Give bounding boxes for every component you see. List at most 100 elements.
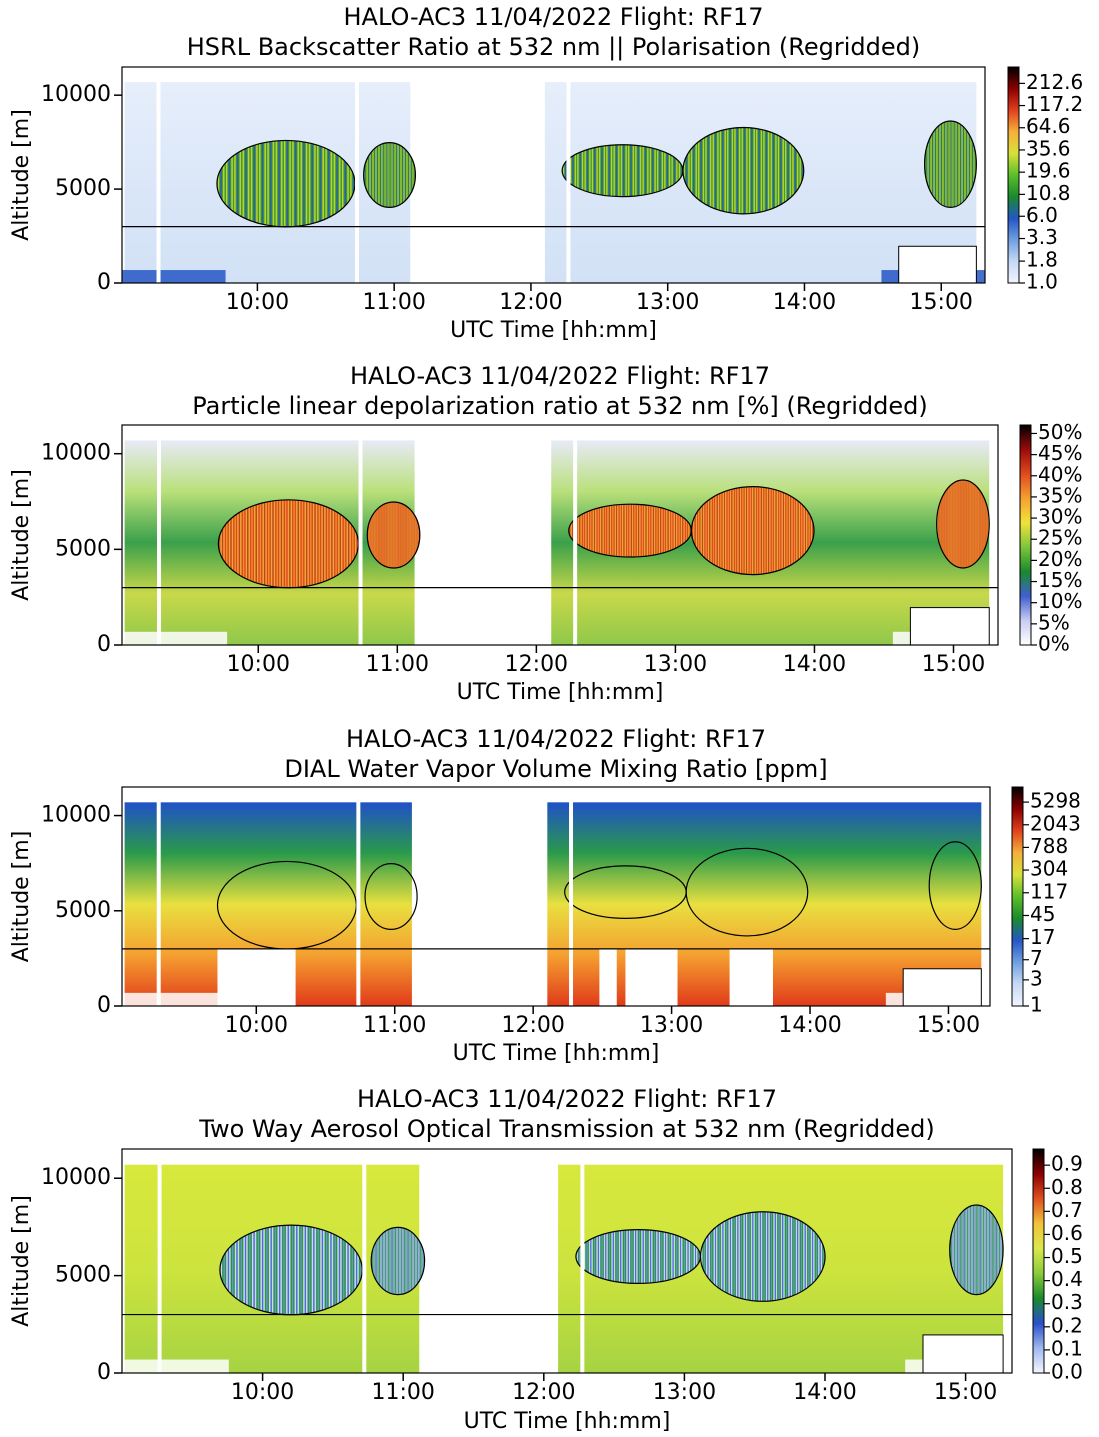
y-axis-label: Altitude [m] bbox=[9, 831, 34, 963]
colorbar-tick-label: 0.6 bbox=[1051, 1221, 1083, 1245]
data-gap bbox=[580, 1149, 585, 1373]
x-tick-label: 15:00 bbox=[910, 290, 973, 315]
x-tick-label: 10:00 bbox=[226, 290, 289, 315]
chart-title: HALO-AC3 11/04/2022 Flight: RF17 bbox=[350, 362, 770, 390]
y-tick-label: 5000 bbox=[55, 898, 111, 923]
cloud bbox=[216, 139, 356, 228]
x-tick-label: 10:00 bbox=[225, 1013, 288, 1038]
cloud-contour bbox=[364, 863, 418, 930]
surface bbox=[122, 631, 228, 645]
no-data bbox=[625, 949, 678, 1006]
colorbar-tick-label: 304 bbox=[1030, 857, 1068, 881]
colorbar-tick-label: 0.8 bbox=[1051, 1175, 1083, 1199]
data-gap bbox=[362, 1149, 367, 1373]
colorbar-tick-label: 788 bbox=[1030, 834, 1068, 858]
colorbar-tick-label: 0.5 bbox=[1051, 1244, 1083, 1268]
cloud bbox=[690, 485, 815, 576]
data-gap bbox=[157, 1149, 162, 1373]
x-tick-label: 11:00 bbox=[363, 1013, 426, 1038]
cloud bbox=[561, 144, 684, 198]
colorbar-tick-label: 35.6 bbox=[1026, 136, 1071, 160]
colorbar-tick-label: 40% bbox=[1038, 462, 1082, 486]
colorbar-tick-label: 117.2 bbox=[1026, 92, 1083, 116]
x-tick-label: 12:00 bbox=[512, 1380, 575, 1405]
colorbar-tick-label: 0.2 bbox=[1051, 1313, 1083, 1337]
colorbar-tick-label: 17 bbox=[1030, 925, 1055, 949]
surface bbox=[122, 992, 227, 1006]
y-tick-label: 10000 bbox=[41, 441, 111, 466]
x-tick-label: 15:00 bbox=[934, 1380, 997, 1405]
colorbar-tick-label: 0.4 bbox=[1051, 1267, 1083, 1291]
colorbar-tick-label: 35% bbox=[1038, 483, 1082, 507]
cloud-contour bbox=[685, 847, 809, 937]
x-tick-label: 15:00 bbox=[922, 652, 985, 677]
x-axis-label: UTC Time [hh:mm] bbox=[453, 1041, 660, 1066]
colorbar-tick-label: 0.1 bbox=[1051, 1336, 1083, 1360]
cloud bbox=[366, 501, 421, 569]
x-axis-label: UTC Time [hh:mm] bbox=[450, 318, 657, 343]
data-gap bbox=[358, 425, 363, 645]
curtain bbox=[122, 67, 985, 283]
colorbar-tick-label: 5298 bbox=[1030, 789, 1081, 813]
colorbar-tick-label: 1.0 bbox=[1026, 270, 1058, 294]
chart-title: HALO-AC3 11/04/2022 Flight: RF17 bbox=[346, 725, 766, 753]
y-axis-label: Altitude [m] bbox=[9, 1195, 34, 1327]
cloud bbox=[370, 1226, 426, 1296]
plot-frame bbox=[121, 424, 999, 646]
cloud bbox=[699, 1211, 826, 1302]
colorbar-tick-label: 45 bbox=[1030, 902, 1055, 926]
data-gap bbox=[573, 425, 578, 645]
chart-subtitle: DIAL Water Vapor Volume Mixing Ratio [pp… bbox=[284, 755, 827, 783]
cloud bbox=[923, 120, 977, 209]
curtain bbox=[122, 1149, 1012, 1373]
cloud bbox=[217, 499, 360, 589]
colorbar-tick-label: 10.8 bbox=[1026, 181, 1071, 205]
cloud bbox=[568, 503, 693, 558]
chart-title: HALO-AC3 11/04/2022 Flight: RF17 bbox=[343, 3, 763, 31]
x-axis-label: UTC Time [hh:mm] bbox=[457, 680, 664, 705]
surface-dark bbox=[902, 968, 982, 1006]
x-tick-label: 11:00 bbox=[362, 290, 425, 315]
plot-frame bbox=[121, 66, 986, 284]
colorbar-tick-label: 15% bbox=[1038, 568, 1082, 592]
colorbar-tick-label: 212.6 bbox=[1026, 70, 1083, 94]
data-gap bbox=[569, 787, 574, 1006]
chart-subtitle: Particle linear depolarization ratio at … bbox=[192, 392, 927, 420]
y-tick-label: 0 bbox=[97, 632, 111, 657]
x-tick-label: 13:00 bbox=[644, 652, 707, 677]
cloud bbox=[949, 1204, 1004, 1296]
x-tick-label: 14:00 bbox=[793, 1380, 856, 1405]
colorbar bbox=[1007, 66, 1020, 284]
x-tick-label: 12:00 bbox=[505, 652, 568, 677]
cloud bbox=[575, 1229, 702, 1285]
cloud bbox=[219, 1224, 363, 1316]
colorbar-tick-label: 6.0 bbox=[1026, 203, 1058, 227]
plot-frame bbox=[121, 786, 991, 1007]
chart-title: HALO-AC3 11/04/2022 Flight: RF17 bbox=[357, 1085, 777, 1113]
curtain bbox=[122, 787, 990, 1006]
x-tick-label: 13:00 bbox=[653, 1380, 716, 1405]
y-tick-label: 0 bbox=[97, 993, 111, 1018]
surface-dark bbox=[898, 245, 977, 283]
colorbar bbox=[1011, 786, 1024, 1007]
x-axis-label: UTC Time [hh:mm] bbox=[464, 1409, 671, 1434]
colorbar-tick-label: 117 bbox=[1030, 879, 1068, 903]
x-tick-label: 12:00 bbox=[501, 1013, 564, 1038]
data-gap bbox=[156, 787, 161, 1006]
chart-subtitle: HSRL Backscatter Ratio at 532 nm || Pola… bbox=[187, 33, 921, 61]
cloud bbox=[363, 142, 417, 209]
colorbar-tick-label: 0.7 bbox=[1051, 1198, 1083, 1222]
data-gap bbox=[566, 67, 571, 283]
x-tick-label: 10:00 bbox=[227, 652, 290, 677]
x-tick-label: 10:00 bbox=[231, 1380, 294, 1405]
data-gap bbox=[356, 787, 361, 1006]
curtain bbox=[122, 425, 998, 645]
x-tick-label: 11:00 bbox=[366, 652, 429, 677]
y-tick-label: 0 bbox=[97, 1360, 111, 1385]
colorbar-tick-label: 5% bbox=[1038, 610, 1070, 634]
x-tick-label: 13:00 bbox=[640, 1013, 703, 1038]
colorbar-tick-label: 19.6 bbox=[1026, 159, 1071, 183]
surface-dark bbox=[922, 1334, 1004, 1373]
colorbar-tick-label: 2043 bbox=[1030, 811, 1081, 835]
